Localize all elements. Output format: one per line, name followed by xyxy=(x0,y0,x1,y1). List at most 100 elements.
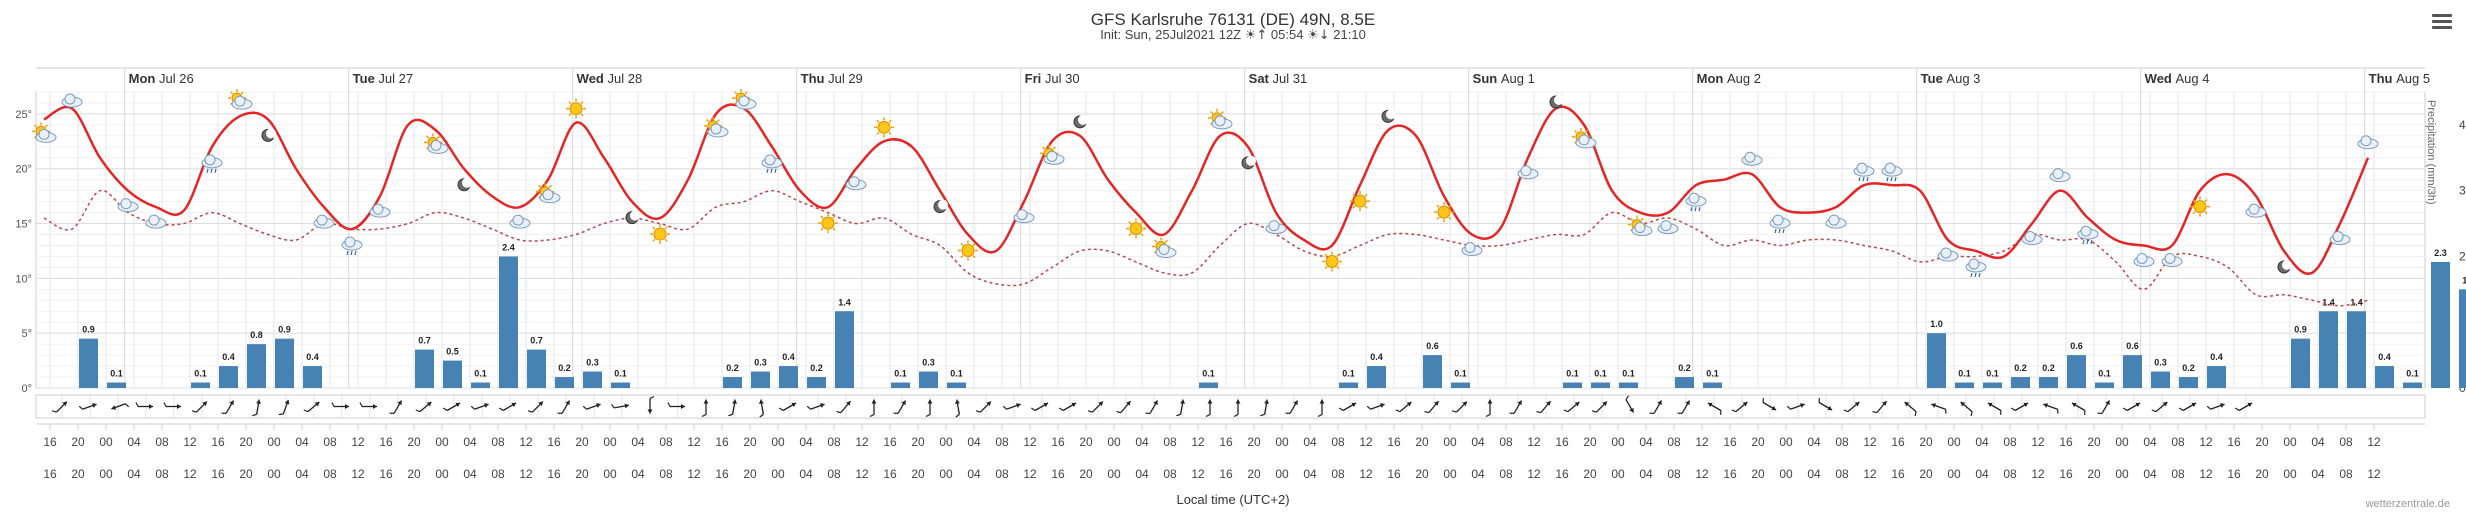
hamburger-menu-icon[interactable] xyxy=(2432,12,2452,30)
sun-ray xyxy=(1448,204,1452,208)
y-left-tick-label: 0° xyxy=(21,383,32,395)
arrow-barb xyxy=(1031,407,1036,412)
wind-arrow-icon xyxy=(2206,403,2225,410)
moon-cut xyxy=(462,177,472,188)
wind-arrow-icon xyxy=(1451,401,1468,413)
x-tick-label: 04 xyxy=(1807,435,1821,449)
wind-arrow-icon xyxy=(2151,401,2168,413)
wind-arrow-icon xyxy=(1818,397,1833,411)
x-tick-label: 16 xyxy=(2059,435,2073,449)
sun-ray xyxy=(1210,110,1214,115)
cloud-puff xyxy=(848,176,860,188)
sun-ray xyxy=(1364,193,1368,197)
sun-disc xyxy=(821,216,835,230)
x-tick-label-lower: 12 xyxy=(519,467,533,481)
wind-arrow-icon xyxy=(135,402,153,409)
sun-disc xyxy=(961,244,975,258)
cloud-puff xyxy=(64,93,76,105)
sun-ray xyxy=(44,124,48,128)
arrow-head xyxy=(1685,400,1690,406)
partly-cloudy-icon xyxy=(1152,237,1177,259)
x-tick-label: 16 xyxy=(1051,435,1065,449)
wind-arrow-icon xyxy=(443,402,461,412)
sun-ray xyxy=(960,242,964,247)
wind-arrow-icon xyxy=(1509,400,1523,415)
moon-cut xyxy=(2282,259,2292,270)
wind-arrow-icon xyxy=(1786,403,1805,410)
moon-cut xyxy=(1386,109,1396,120)
arrow-barb xyxy=(303,409,309,413)
sun-ray xyxy=(230,91,234,95)
cloud-icon xyxy=(1461,242,1483,257)
x-tick-label-lower: 20 xyxy=(575,467,589,481)
arrow-barb xyxy=(779,407,784,412)
x-tick-label: 12 xyxy=(519,435,533,449)
x-tick-label-lower: 00 xyxy=(939,467,953,481)
arrow-head xyxy=(314,402,320,407)
x-tick-label: 00 xyxy=(1779,435,1793,449)
precip-bar xyxy=(303,366,322,388)
arrow-head xyxy=(2191,402,2197,408)
day-label: Mon Jul 26 xyxy=(129,71,194,86)
arrow-barb xyxy=(499,407,504,412)
cloud-icon xyxy=(1517,165,1539,180)
precip-data-label: 0.3 xyxy=(754,358,767,368)
precip-bar xyxy=(891,382,910,388)
sun-disc xyxy=(569,102,583,116)
precip-data-label: 0.1 xyxy=(1958,369,1971,379)
sun-ray xyxy=(888,119,892,123)
x-tick-label: 00 xyxy=(1275,435,1289,449)
dewpoint-line xyxy=(43,189,2369,307)
arrow-head xyxy=(1602,401,1607,407)
wind-arrow-icon xyxy=(975,401,992,413)
moon-icon xyxy=(261,128,276,142)
cloud-puff xyxy=(710,123,722,135)
precip-bar xyxy=(527,349,546,388)
sun-ray xyxy=(2204,199,2208,203)
x-tick-label-lower: 20 xyxy=(1583,467,1597,481)
cloud-icon xyxy=(1013,209,1035,224)
precip-bar xyxy=(443,360,462,388)
arrow-barb xyxy=(557,412,563,415)
x-tick-label: 04 xyxy=(967,435,981,449)
precip-bar xyxy=(1339,382,1358,388)
arrow-barb xyxy=(1914,411,1917,417)
precip-data-label: 0.6 xyxy=(2070,341,2083,351)
cloud-puff xyxy=(1744,151,1756,163)
x-tick-label: 04 xyxy=(2143,435,2157,449)
day-label: Sat Jul 31 xyxy=(1249,71,1308,86)
wind-arrow-icon xyxy=(1591,401,1608,413)
arrow-barb xyxy=(759,413,764,418)
x-tick-label-lower: 04 xyxy=(1975,467,1989,481)
cloud-puff xyxy=(1940,247,1952,259)
rain-drop xyxy=(2086,239,2089,245)
x-tick-label-lower: 12 xyxy=(1695,467,1709,481)
sun-disc xyxy=(877,120,891,134)
rain-drop xyxy=(354,250,357,256)
y-left-tick-label: 25° xyxy=(15,109,32,121)
x-tick-label: 08 xyxy=(2339,435,2353,449)
x-tick-label-lower: 04 xyxy=(1639,467,1653,481)
cloud-icon xyxy=(2329,231,2351,246)
wind-arrow-icon xyxy=(2179,402,2197,412)
arrow-head xyxy=(1015,403,1021,408)
precip-bar xyxy=(79,338,98,388)
precip-bar xyxy=(191,382,210,388)
x-tick-label: 16 xyxy=(715,435,729,449)
arrow-head xyxy=(1629,407,1634,413)
precip-data-label: 2.3 xyxy=(2434,248,2447,258)
precip-data-label: 0.4 xyxy=(306,352,319,362)
x-tick-label-lower: 04 xyxy=(1135,467,1149,481)
arrow-head xyxy=(2105,400,2110,406)
x-tick-label: 16 xyxy=(1891,435,1905,449)
arrow-barb xyxy=(1720,410,1722,416)
x-tick-label: 16 xyxy=(211,435,225,449)
cloud-puff xyxy=(204,154,216,166)
chart-header: GFS Karlsruhe 76131 (DE) 49N, 8.5E Init:… xyxy=(0,0,2466,60)
arrow-barb xyxy=(975,410,981,413)
wind-arrow-icon xyxy=(1731,401,1748,413)
precip-bar xyxy=(1451,382,1470,388)
arrow-head xyxy=(1960,402,1966,407)
rain-drop xyxy=(1690,207,1693,212)
partly-cloudy-icon xyxy=(32,122,57,143)
